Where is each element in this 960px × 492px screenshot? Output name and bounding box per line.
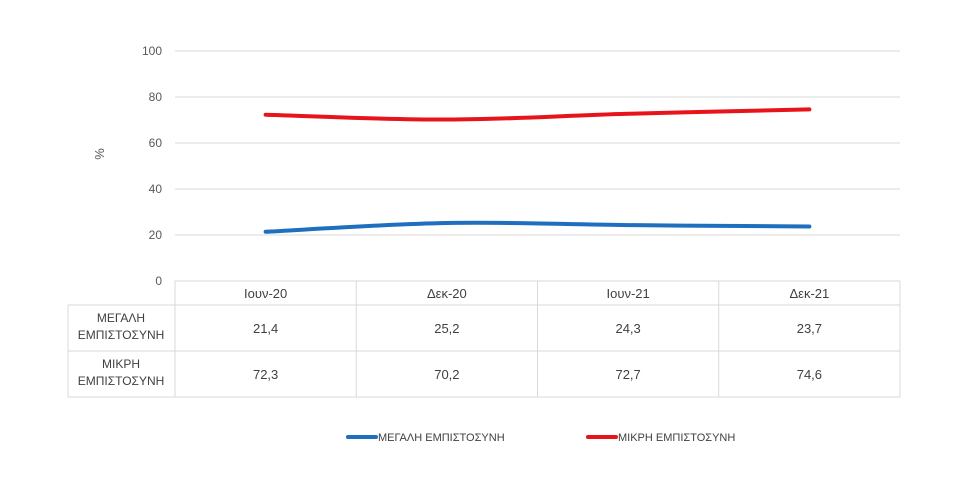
y-tick-label: 60 bbox=[149, 136, 163, 150]
y-tick-label: 20 bbox=[149, 228, 163, 242]
x-tick-label: Ιουν-21 bbox=[607, 286, 650, 301]
gridlines bbox=[175, 50, 900, 236]
data-label: 74,6 bbox=[797, 367, 822, 382]
x-tick-label: Ιουν-20 bbox=[244, 286, 287, 301]
table-row-label: ΕΜΠΙΣΤΟΣΥΝΗ bbox=[78, 374, 165, 388]
table-row-label: ΜΕΓΑΛΗ bbox=[97, 311, 145, 325]
x-tick-label: Δεκ-21 bbox=[789, 286, 829, 301]
data-label: 72,7 bbox=[615, 367, 640, 382]
y-tick-label: 100 bbox=[142, 44, 162, 58]
data-label: 23,7 bbox=[797, 321, 822, 336]
series-lines bbox=[263, 107, 812, 234]
series-line bbox=[263, 107, 812, 122]
data-label: 24,3 bbox=[615, 321, 640, 336]
legend-label: ΜΙΚΡΗ ΕΜΠΙΣΤΟΣΥΝΗ bbox=[618, 432, 735, 444]
table-row-label: ΕΜΠΙΣΤΟΣΥΝΗ bbox=[78, 328, 165, 342]
y-tick-label: 40 bbox=[149, 182, 163, 196]
y-axis-ticks: 0 20 40 60 80 100 bbox=[142, 44, 162, 288]
y-tick-label: 0 bbox=[155, 274, 162, 288]
series-line bbox=[263, 220, 812, 234]
legend: ΜΕΓΑΛΗ ΕΜΠΙΣΤΟΣΥΝΗ ΜΙΚΡΗ ΕΜΠΙΣΤΟΣΥΝΗ bbox=[346, 432, 735, 444]
data-table: Ιουν-20 Δεκ-20 Ιουν-21 Δεκ-21 ΜΕΓΑΛΗ ΕΜΠΙΣΤΟΣ… bbox=[67, 280, 901, 398]
table-row-label: ΜΙΚΡΗ bbox=[102, 357, 140, 371]
legend-label: ΜΕΓΑΛΗ ΕΜΠΙΣΤΟΣΥΝΗ bbox=[378, 432, 505, 444]
data-label: 70,2 bbox=[434, 367, 459, 382]
x-tick-label: Δεκ-20 bbox=[427, 286, 467, 301]
data-label: 72,3 bbox=[253, 367, 278, 382]
data-label: 21,4 bbox=[253, 321, 278, 336]
y-tick-label: 80 bbox=[149, 90, 163, 104]
data-label: 25,2 bbox=[434, 321, 459, 336]
y-axis-label: % bbox=[92, 148, 107, 160]
